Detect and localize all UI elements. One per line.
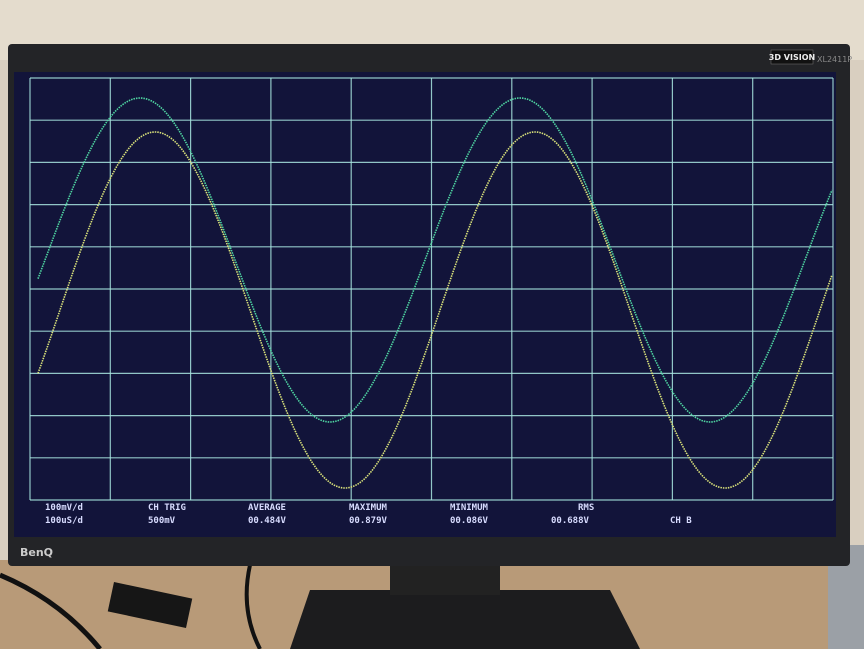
readout-label: 100uS/d	[45, 516, 83, 526]
readout-label: AVERAGE	[248, 503, 286, 513]
readout-label: 100mV/d	[45, 503, 83, 513]
page: 3D VISION XL2411P BenQ 100mV/d CH TRIG AVE…	[0, 0, 864, 649]
readout-label: RMS	[578, 503, 594, 513]
readout-label: 00.484V	[248, 516, 287, 526]
readout-label: CH B	[670, 516, 692, 526]
readout-label: MINIMUM	[450, 503, 489, 513]
readout-label: 500mV	[148, 516, 176, 526]
readout-label: 00.688V	[551, 516, 590, 526]
screen	[14, 72, 836, 537]
readout-label: CH TRIG	[148, 503, 186, 513]
badge: 3D VISION	[769, 53, 815, 62]
brand: BenQ	[20, 546, 53, 559]
monitor-stand-base	[290, 590, 640, 649]
readout-label: MAXIMUM	[349, 503, 388, 513]
readout-label: 00.879V	[349, 516, 388, 526]
photo: 3D VISION XL2411P BenQ 100mV/d CH TRIG AVE…	[0, 0, 864, 649]
readout-label: 00.086V	[450, 516, 489, 526]
model: XL2411P	[817, 55, 852, 64]
